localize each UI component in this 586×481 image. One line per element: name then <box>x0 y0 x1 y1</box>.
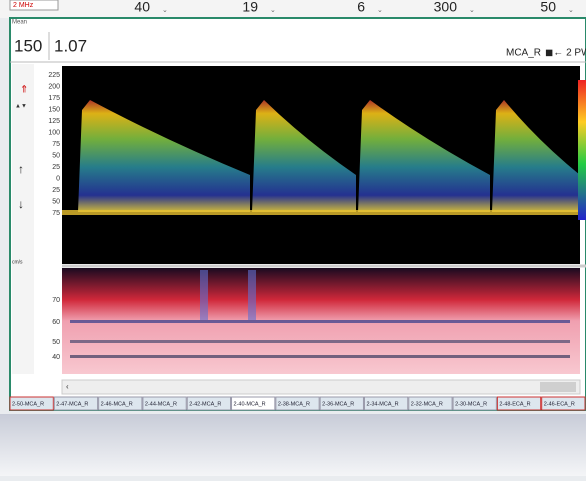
y-tick-label: 225 <box>48 72 60 79</box>
waveform <box>252 100 356 212</box>
field-spinner[interactable]: ⌄ <box>568 7 574 14</box>
tab-label[interactable]: 2-40-MCA_R <box>234 401 266 407</box>
m-mode-band <box>70 355 570 358</box>
tab-label[interactable]: 2-50-MCA_R <box>12 401 44 407</box>
tab[interactable] <box>142 396 187 411</box>
y-tick-label: 50 <box>52 339 60 346</box>
tab-label[interactable]: 2-30-MCA_R <box>455 401 487 407</box>
waveform <box>492 100 580 212</box>
tab-label[interactable]: 2-44-MCA_R <box>145 401 177 407</box>
field-value[interactable]: 19 <box>242 0 258 15</box>
y-tick-label: 50 <box>52 152 60 159</box>
tab[interactable] <box>496 396 542 411</box>
field-value[interactable]: 300 <box>434 0 458 15</box>
tab[interactable] <box>231 396 276 411</box>
unit-label: cm/s <box>12 259 23 265</box>
tab[interactable] <box>452 396 497 411</box>
tab-label[interactable]: 2-36-MCA_R <box>322 401 354 407</box>
field-spinner[interactable]: ⌄ <box>270 7 276 14</box>
reflection <box>0 414 586 476</box>
tab[interactable] <box>53 396 99 411</box>
y-tick-label: 60 <box>52 319 60 326</box>
y-tick-label: 70 <box>52 297 60 304</box>
icon: ▲▼ <box>15 104 27 110</box>
tab-label[interactable]: 2-38-MCA_R <box>278 401 310 407</box>
y-tick-label: 75 <box>52 141 60 148</box>
icon: ⇑ <box>20 85 28 96</box>
m-mode-streak <box>248 270 256 320</box>
scrollbar[interactable] <box>61 379 581 395</box>
y-tick-label: 150 <box>48 106 60 113</box>
y-tick-label: 50 <box>52 198 60 205</box>
down-arrow[interactable]: ↓ <box>18 197 24 211</box>
tab[interactable] <box>319 396 364 411</box>
mode-label: ◼← 2 PW <box>545 48 586 59</box>
tab-label[interactable]: 2-46-ECA_R <box>544 401 575 407</box>
probe-label: 2 MHz <box>13 2 34 9</box>
m-mode-streak <box>200 270 208 320</box>
mean-label: Mean <box>12 20 27 26</box>
y-tick-label: 75 <box>52 210 60 217</box>
field-value[interactable]: 40 <box>134 0 150 15</box>
tab[interactable] <box>186 396 232 411</box>
waveform <box>78 100 250 212</box>
waveform <box>358 100 490 212</box>
tab[interactable] <box>541 396 586 411</box>
y-tick-label: 200 <box>48 83 60 90</box>
y-tick-label: 25 <box>52 187 60 194</box>
tab-label[interactable]: 2-47-MCA_R <box>56 401 88 407</box>
tab-label[interactable]: 2-42-MCA_R <box>189 401 221 407</box>
y-tick-label: 125 <box>48 118 60 125</box>
y-tick-label: 100 <box>48 129 60 136</box>
vessel-label: MCA_R <box>506 48 541 59</box>
y-tick-label: 40 <box>52 354 60 361</box>
field-value[interactable]: 50 <box>540 0 556 15</box>
tab-label[interactable]: 2-34-MCA_R <box>366 401 398 407</box>
field-spinner[interactable]: ⌄ <box>162 7 168 14</box>
tab-label[interactable]: 2-46-MCA_R <box>101 401 133 407</box>
tab[interactable] <box>275 396 320 411</box>
field-spinner[interactable]: ⌄ <box>377 7 383 14</box>
pi-value: 1.07 <box>54 36 87 55</box>
y-tick-label: 175 <box>48 95 60 102</box>
mean-value: 150 <box>14 36 42 55</box>
y-tick-label: 0 <box>56 175 60 182</box>
color-bar <box>578 80 586 220</box>
tab[interactable] <box>408 396 453 411</box>
top-bar <box>0 0 586 18</box>
up-arrow[interactable]: ↑ <box>18 162 24 176</box>
y-tick-label: 25 <box>52 164 60 171</box>
field-spinner[interactable]: ⌄ <box>469 7 475 14</box>
field-value[interactable]: 6 <box>357 0 365 15</box>
scroll-thumb[interactable] <box>540 382 576 392</box>
scroll-left[interactable]: ‹ <box>66 382 69 391</box>
tab[interactable] <box>9 396 54 411</box>
side-panel <box>12 64 34 374</box>
tab-label[interactable]: 2-48-ECA_R <box>499 401 530 407</box>
tab[interactable] <box>363 396 409 411</box>
m-mode-band <box>70 320 570 323</box>
baseline-band <box>62 210 580 215</box>
tab-label[interactable]: 2-32-MCA_R <box>411 401 443 407</box>
probe-box <box>9 0 59 11</box>
m-mode-band <box>70 340 570 343</box>
tab[interactable] <box>98 396 143 411</box>
